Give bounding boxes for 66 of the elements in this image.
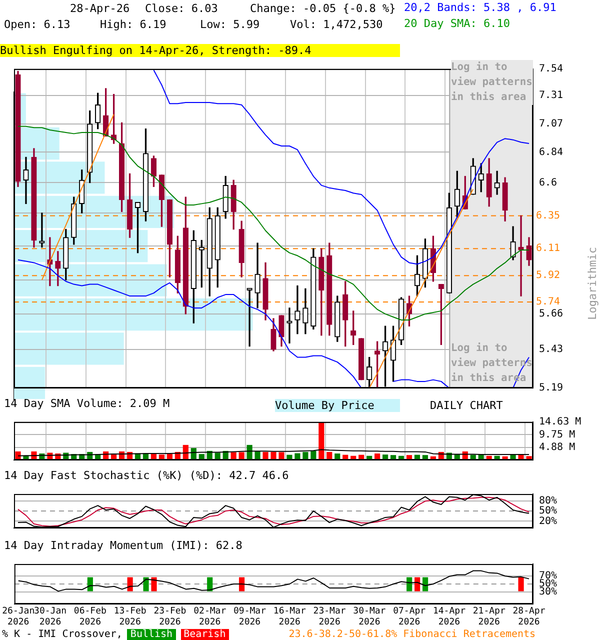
text: Bullish Engulfing on 14-Apr-26, Strength: -89.4 [0, 44, 400, 57]
x-tick-label: 07-Apr 2026 [393, 606, 426, 628]
x-tick-label: 09-Mar 2026 [233, 606, 267, 628]
y-tick-label: 50% [539, 506, 558, 517]
chart-title: 14 Day Fast Stochastic (%K) (%D): 42.7 46.6 [4, 469, 289, 482]
bar [14, 332, 124, 365]
text: Low: 5.99 [200, 18, 260, 31]
text: 20 Day SMA: 6.10 [404, 17, 510, 30]
y-tick-label: 7.31 [539, 90, 564, 102]
candlestick [23, 156, 29, 204]
ref-line-label: 5.74 [536, 296, 560, 308]
y-tick-label: 6.84 [539, 146, 564, 158]
y-tick-label: 5.19 [539, 382, 564, 394]
candlestick [286, 308, 292, 344]
text: % K - IMI Crossover, [2, 629, 122, 640]
chart-title: 14 Day Intraday Momentum (IMI): 62.8 [4, 539, 242, 552]
candlestick [39, 212, 45, 248]
x-tick-label: 02-Mar 2026 [194, 606, 227, 628]
bar [270, 452, 276, 460]
bar [254, 451, 260, 460]
x-tick-label: 28-Apr 2026 [512, 606, 546, 628]
y-tick-label: 7.54 [539, 64, 564, 75]
candlestick [518, 215, 524, 296]
y-tick-label: 4.88 M [539, 442, 576, 453]
text: DAILY CHART [430, 399, 503, 412]
bar [262, 452, 268, 460]
text: Change: -0.05 {-0.8 %} [250, 2, 396, 15]
y-axis-title: Logarithmic [586, 247, 599, 320]
text: 28-Apr-26 [70, 2, 130, 15]
annotation: Log in to view patterns in this area [451, 60, 533, 105]
text: Bullish [127, 629, 176, 640]
x-tick-label: 30-Mar 2026 [353, 606, 386, 628]
bar [14, 366, 46, 399]
y-tick-label: 5.66 [539, 308, 564, 320]
y-tick-label: 20% [539, 516, 558, 527]
y-tick-label: 14.63 M [539, 416, 582, 428]
text: 23.6-38.2-50-61.8% Fibonacci Retracements [288, 629, 536, 640]
bar [278, 452, 284, 460]
x-tick-label: 23-Mar 2026 [313, 606, 346, 628]
bar [318, 422, 324, 460]
candlestick [294, 285, 300, 334]
x-tick-label: 30-Jan 2026 [34, 606, 67, 628]
text: High: 6.19 [100, 18, 166, 31]
x-tick-label: 14-Apr 2026 [432, 606, 466, 628]
x-tick-label: 16-Mar 2026 [273, 606, 306, 628]
text: Open: 6.13 [4, 18, 70, 31]
ref-line-label: 5.92 [536, 270, 560, 282]
candlestick [494, 170, 500, 195]
text: Bearish [180, 629, 229, 640]
chart-title: 14 Day SMA Volume: 2.09 M [4, 397, 170, 410]
x-tick-label: 26-Jan 2026 [2, 606, 35, 628]
y-tick-label: 5.43 [539, 344, 564, 355]
y-tick-label: 9.75 M [539, 429, 576, 440]
text: 20,2 Bands: 5.38 , 6.91 [404, 1, 556, 14]
x-tick-label: 23-Feb 2026 [154, 606, 186, 628]
ref-line-label: 6.11 [536, 243, 560, 254]
text: Volume By Price [275, 399, 400, 412]
ref-line-label: 6.35 [536, 210, 560, 222]
x-tick-label: 13-Feb 2026 [114, 606, 146, 628]
x-tick-label: 06-Feb 2026 [74, 606, 106, 628]
x-tick-label: 21-Apr 2026 [472, 606, 506, 628]
text: Close: 6.03 [145, 2, 218, 15]
y-tick-label: 6.6 [539, 177, 558, 188]
y-tick-label: 7.07 [539, 118, 564, 130]
y-tick-label: 80% [539, 495, 558, 506]
text: Vol: 1,472,530 [290, 18, 383, 31]
